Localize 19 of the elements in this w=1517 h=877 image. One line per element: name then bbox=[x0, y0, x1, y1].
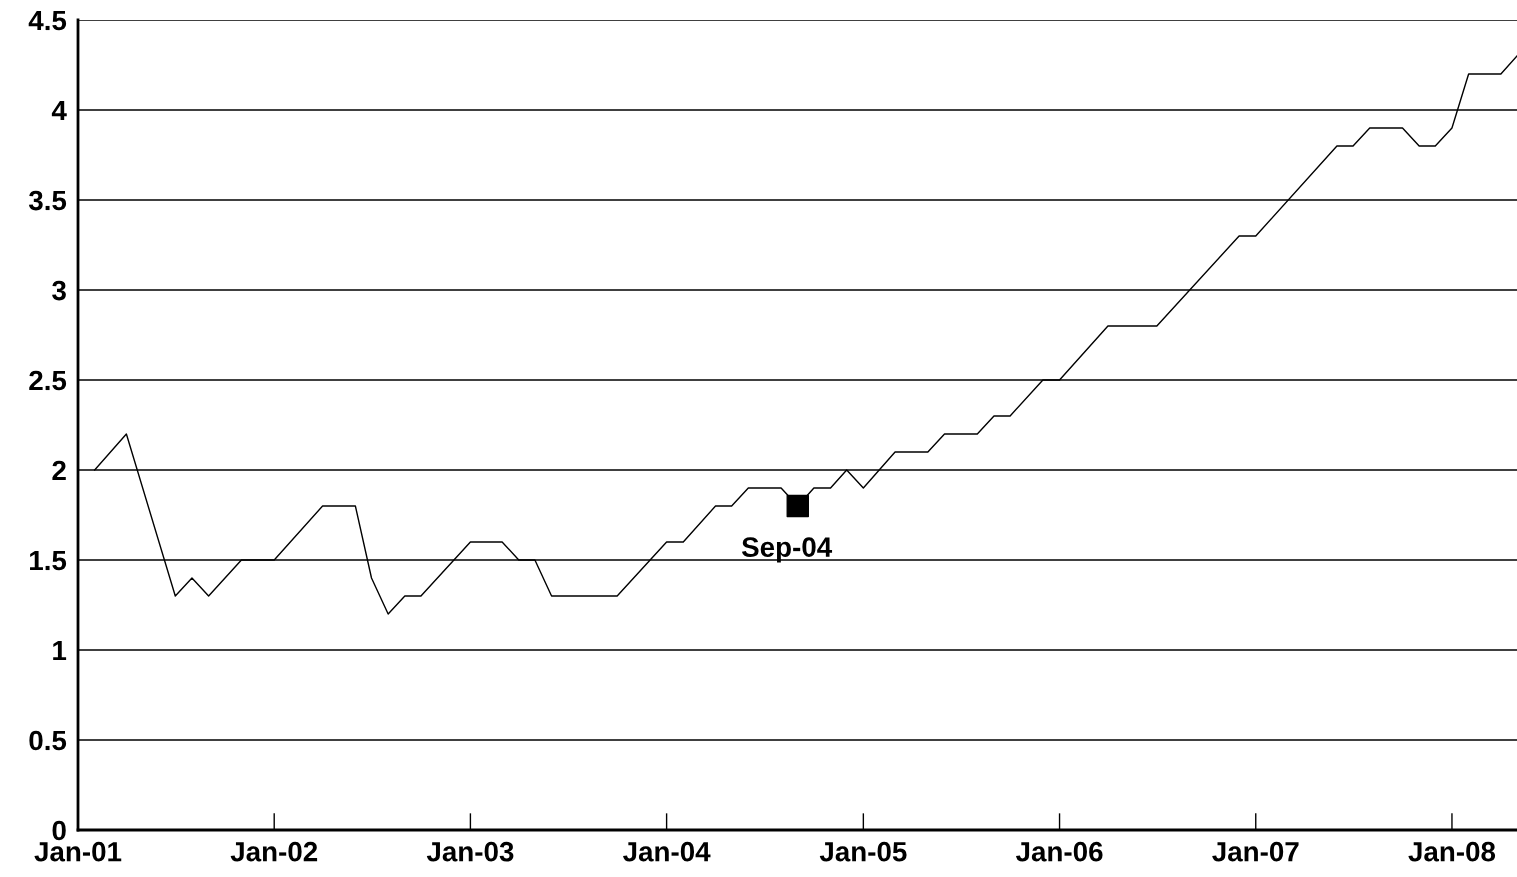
y-tick-label: 3 bbox=[52, 280, 66, 301]
x-tick-label: Jan-07 bbox=[1212, 841, 1299, 862]
y-tick-label: 2 bbox=[52, 460, 66, 481]
x-tick-label: Jan-05 bbox=[819, 841, 907, 862]
x-tick-label: Jan-02 bbox=[230, 841, 318, 862]
y-tick-label: 2.5 bbox=[29, 370, 67, 391]
y-tick-label: 4 bbox=[51, 100, 67, 121]
x-tick-label: Jan-04 bbox=[623, 841, 711, 862]
x-tick-label: Jan-01 bbox=[34, 841, 122, 862]
y-tick-label: 0.5 bbox=[29, 730, 67, 751]
x-tick-label: Jan-08 bbox=[1408, 841, 1496, 862]
y-tick-label: 4.5 bbox=[28, 10, 67, 31]
y-tick-label: 0 bbox=[52, 820, 66, 841]
annotation: Sep-04 bbox=[741, 537, 833, 563]
y-tick-label: 1.5 bbox=[30, 550, 67, 571]
y-tick-label: 1 bbox=[53, 640, 67, 661]
y-tick-label: 3.5 bbox=[28, 190, 67, 211]
x-tick-label: Jan-06 bbox=[1015, 841, 1103, 862]
x-tick-label: Jan-03 bbox=[426, 841, 514, 862]
